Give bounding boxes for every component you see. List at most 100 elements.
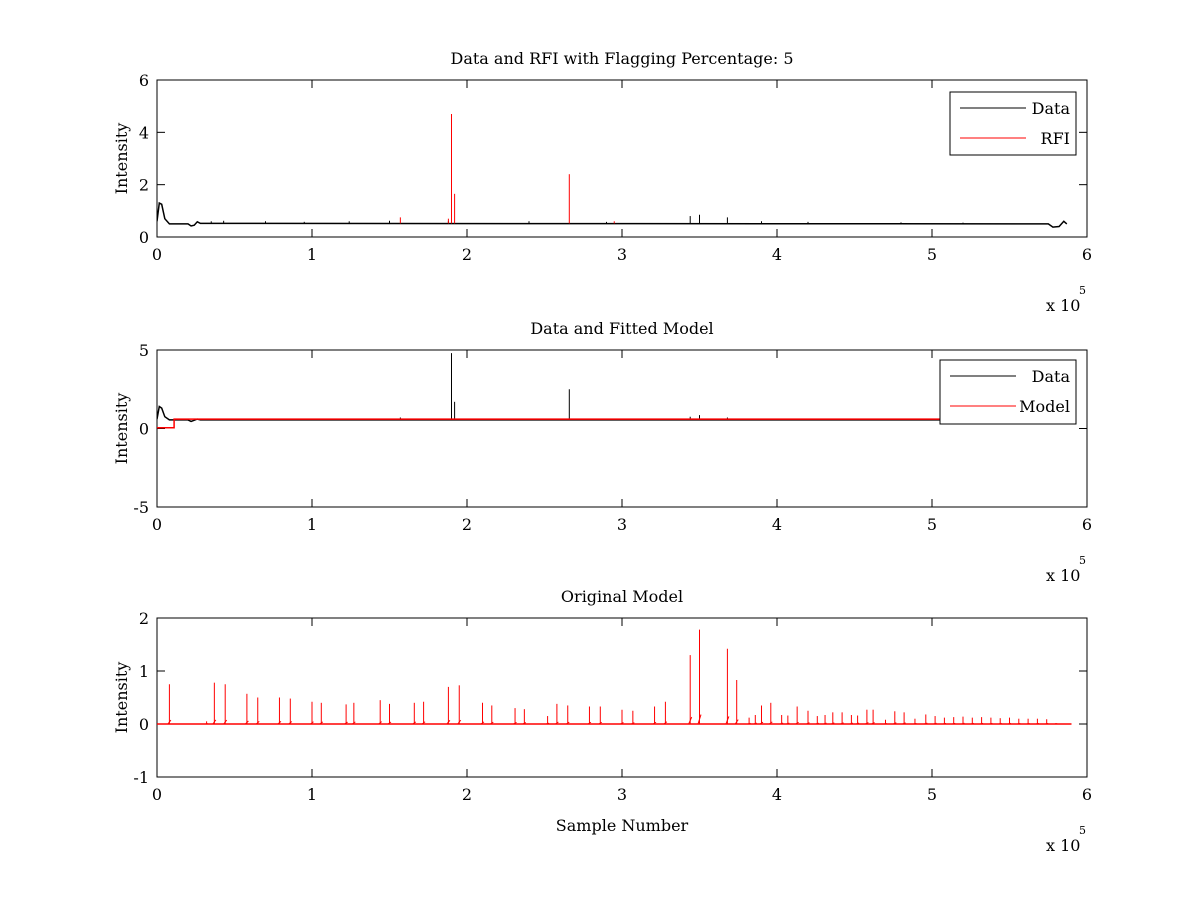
spike-foot	[865, 722, 869, 725]
y-tick-label: -5	[133, 498, 149, 517]
spike-foot	[387, 721, 392, 725]
y-tick-label: 2	[139, 176, 149, 195]
x-multiplier-exponent: 5	[1079, 824, 1086, 837]
x-tick-label: 0	[152, 515, 162, 534]
spike-foot	[631, 722, 635, 725]
plot-area	[157, 629, 1072, 725]
spike-foot	[421, 721, 426, 725]
spike-foot	[490, 721, 494, 725]
spike-foot	[277, 720, 282, 725]
legend-box	[949, 91, 1077, 156]
spike-foot	[652, 721, 657, 725]
spike-foot	[747, 722, 751, 725]
spike-foot	[933, 722, 937, 725]
chart-title: Data and Fitted Model	[530, 319, 713, 338]
x-tick-label: 4	[772, 515, 782, 534]
spike-foot	[513, 721, 517, 725]
spike-foot	[942, 722, 947, 725]
spike-foot	[855, 722, 860, 725]
y-tick-label: 2	[139, 609, 149, 628]
x-multiplier: x 10	[1046, 566, 1080, 585]
spike-foot	[893, 722, 897, 725]
spike-foot	[840, 722, 844, 725]
x-tick-label: 4	[772, 245, 782, 264]
x-tick-label: 2	[462, 245, 472, 264]
x-tick-label: 0	[152, 245, 162, 264]
legend: Data Model	[939, 359, 1077, 425]
spike-foot	[620, 722, 624, 725]
spike-foot	[998, 722, 1002, 725]
spike-foot	[412, 721, 417, 725]
series-rfi	[399, 114, 615, 224]
spike-foot	[697, 714, 702, 725]
spike-foot	[352, 721, 356, 725]
y-tick-label: 4	[139, 123, 149, 142]
spike-foot	[823, 722, 827, 725]
spike-foot	[344, 721, 348, 725]
spike-foot	[769, 721, 773, 725]
spike-foot	[223, 719, 228, 725]
x-multiplier-exponent: 5	[1079, 284, 1086, 297]
spike-foot	[319, 721, 324, 725]
spike-foot	[780, 722, 784, 725]
spike-foot	[480, 721, 485, 725]
spike-foot	[961, 722, 965, 725]
series-model	[157, 629, 1072, 725]
chart-title: Data and RFI with Flagging Percentage: 5	[450, 49, 793, 68]
x-tick-label: 3	[617, 515, 627, 534]
spike-foot	[446, 719, 451, 725]
x-tick-label: 6	[1082, 515, 1092, 534]
spike-foot	[831, 722, 835, 725]
spike-foot	[598, 721, 603, 725]
spike-foot	[565, 721, 570, 725]
spike-foot	[587, 721, 592, 725]
series-data	[157, 201, 1068, 228]
spike-foot	[245, 720, 249, 725]
x-tick-label: 5	[927, 785, 937, 804]
y-tick-label: 1	[139, 662, 149, 681]
x-multiplier-exponent: 5	[1079, 554, 1086, 567]
plot-frame	[156, 349, 1088, 508]
y-tick-label: 0	[139, 715, 149, 734]
y-axis-label: Intensity	[112, 393, 131, 465]
legend-entry: RFI	[1041, 129, 1070, 148]
legend: Data RFI	[949, 91, 1077, 156]
x-multiplier: x 10	[1046, 836, 1080, 855]
spike-foot	[310, 721, 314, 725]
spike-foot	[457, 719, 462, 725]
x-tick-label: 4	[772, 785, 782, 804]
x-tick-label: 1	[307, 245, 317, 264]
x-tick-label: 1	[307, 515, 317, 534]
y-tick-label: 6	[139, 71, 149, 90]
x-tick-label: 6	[1082, 785, 1092, 804]
x-tick-label: 5	[927, 245, 937, 264]
spike-foot	[759, 721, 764, 725]
spike-foot	[786, 722, 790, 725]
x-axis-label: Sample Number	[556, 816, 689, 835]
spike-foot	[522, 722, 527, 725]
y-tick-label: 0	[139, 228, 149, 247]
spike-foot	[753, 722, 757, 725]
spike-foot	[288, 721, 293, 725]
spike-foot	[871, 722, 875, 725]
y-axis-label: Intensity	[112, 662, 131, 734]
plot-frame	[156, 79, 1088, 238]
legend-entry: Data	[1032, 367, 1071, 386]
spike-foot	[1035, 722, 1039, 725]
spike-foot	[815, 722, 819, 725]
series-model	[157, 418, 994, 429]
spike-foot	[902, 722, 906, 725]
spike-foot	[555, 721, 559, 725]
spike-foot	[378, 721, 383, 725]
y-axis-label: Intensity	[112, 123, 131, 195]
x-multiplier: x 10	[1046, 296, 1080, 315]
spike-foot	[545, 722, 550, 725]
spike-foot	[212, 719, 217, 725]
legend-entry: Data	[1032, 99, 1071, 118]
spike-foot	[989, 722, 993, 725]
spike-foot	[952, 722, 956, 725]
